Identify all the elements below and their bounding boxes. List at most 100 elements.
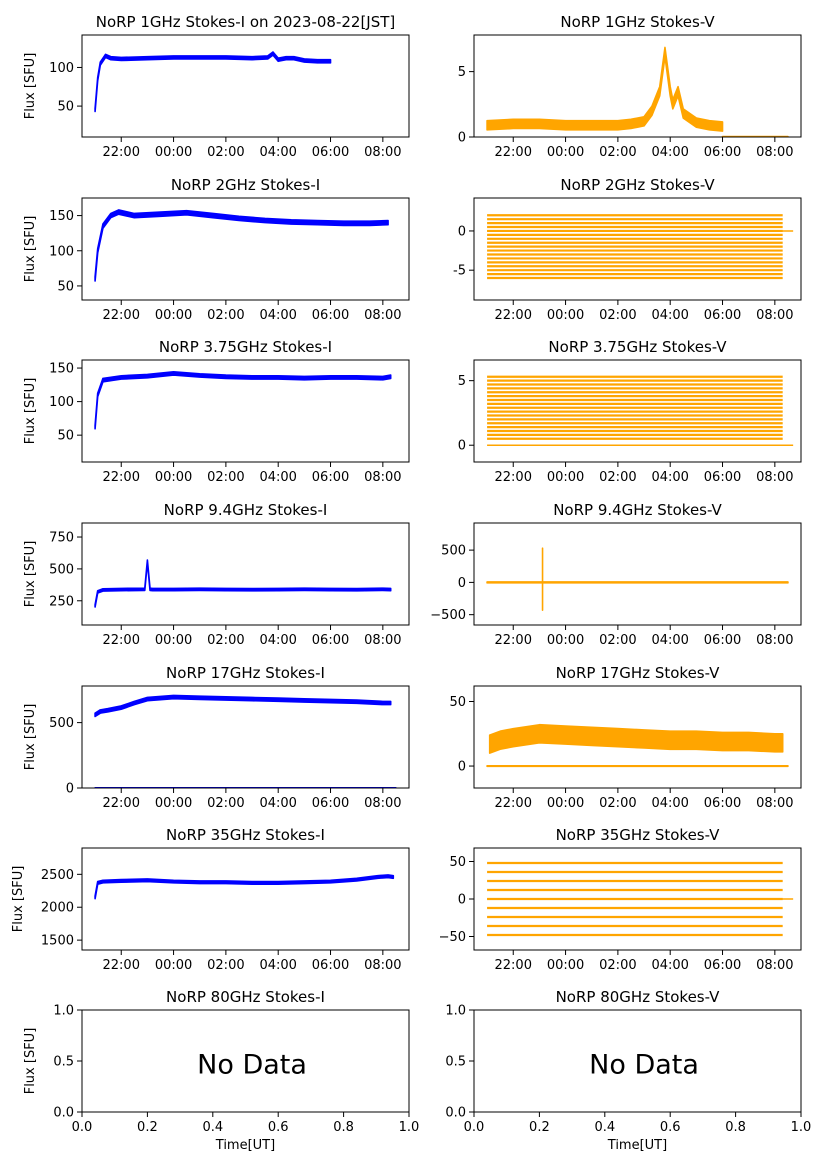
y-tick-label: 100 <box>49 395 74 410</box>
x-tick-label: 04:00 <box>651 470 688 485</box>
x-tick-label: 04:00 <box>651 958 688 973</box>
x-tick-label: 04:00 <box>259 470 296 485</box>
y-tick-label: 0.5 <box>445 1055 466 1070</box>
y-tick-label: −50 <box>439 930 466 945</box>
y-tick-label: 500 <box>49 716 74 731</box>
x-tick-label: 02:00 <box>207 308 244 323</box>
panel-p4: 22:00 00:00 02:00 04:00 06:00 08:00 50 100 150 No… <box>23 338 410 485</box>
x-tick-label: 00:00 <box>547 308 584 323</box>
series-p9-1 <box>486 764 789 768</box>
panel-p10: 22:00 00:00 02:00 04:00 06:00 08:00 1500 2000 25… <box>11 826 410 973</box>
y-tick-label: 0 <box>458 439 466 454</box>
x-tick-label: 08:00 <box>756 470 793 485</box>
y-tick-label: 250 <box>49 594 74 609</box>
y-tick-label: -5 <box>453 264 466 279</box>
x-tick-label: 08:00 <box>364 308 401 323</box>
x-tick-label: 02:00 <box>599 958 636 973</box>
x-tick-label: 04:00 <box>259 633 296 648</box>
y-tick-label: 500 <box>49 562 74 577</box>
panel-p7: 22:00 00:00 02:00 04:00 06:00 08:00 −500 0 500 No… <box>430 501 802 648</box>
x-tick-label: 00:00 <box>547 796 584 811</box>
x-tick-label: 22:00 <box>103 796 140 811</box>
series-p2-0 <box>94 209 389 282</box>
x-tick-label: 00:00 <box>155 308 192 323</box>
y-tick-label: 0.0 <box>445 1106 466 1121</box>
x-tick-label: 02:00 <box>599 308 636 323</box>
panel-p6: 22:00 00:00 02:00 04:00 06:00 08:00 250 500 750 N… <box>23 501 410 648</box>
y-axis-label: Flux [SFU] <box>23 216 38 283</box>
y-tick-label: 100 <box>49 61 74 76</box>
y-tick-label: 2000 <box>41 901 74 916</box>
y-tick-label: 1.0 <box>445 1004 466 1019</box>
x-tick-label: 06:00 <box>704 796 741 811</box>
x-tick-label: 08:00 <box>756 796 793 811</box>
no-data-text: No Data <box>589 1050 699 1081</box>
y-axis-label: Flux [SFU] <box>23 704 38 771</box>
x-tick-label: 00:00 <box>155 958 192 973</box>
data-p10 <box>94 874 395 900</box>
data-p11 <box>487 861 794 937</box>
panel-title: NoRP 9.4GHz Stokes-V <box>553 501 722 519</box>
x-tick-label: 00:00 <box>155 470 192 485</box>
x-tick-label: 04:00 <box>259 308 296 323</box>
y-tick-label: 50 <box>57 429 74 444</box>
x-tick-label: 00:00 <box>547 633 584 648</box>
x-tick-label: 22:00 <box>495 633 532 648</box>
x-tick-label: 0.8 <box>725 1120 746 1135</box>
data-p4 <box>94 370 392 430</box>
data-p7 <box>486 547 789 611</box>
panel-title: NoRP 1GHz Stokes-V <box>560 13 715 31</box>
y-tick-label: 50 <box>57 279 74 294</box>
panel-p5: 22:00 00:00 02:00 04:00 06:00 08:00 0 5 NoRP 3.7… <box>458 338 802 485</box>
x-tick-label: 02:00 <box>599 796 636 811</box>
x-tick-label: 04:00 <box>651 308 688 323</box>
panel-title: NoRP 2GHz Stokes-V <box>560 176 715 194</box>
axes-frame <box>473 34 802 138</box>
data-p2 <box>94 209 389 282</box>
data-p5 <box>487 375 794 446</box>
y-tick-label: 0 <box>458 760 466 775</box>
panel-p3: 22:00 00:00 02:00 04:00 06:00 08:00 -5 0 NoRP 2G… <box>453 176 802 323</box>
x-tick-label: 22:00 <box>495 145 532 160</box>
x-tick-label: 02:00 <box>207 145 244 160</box>
panel-title: NoRP 1GHz Stokes-I on 2023-08-22[JST] <box>96 13 396 31</box>
x-tick-label: 22:00 <box>495 796 532 811</box>
x-tick-label: 02:00 <box>207 470 244 485</box>
axes-frame <box>81 685 410 789</box>
panel-title: NoRP 80GHz Stokes-I <box>166 988 325 1006</box>
x-tick-label: 0.0 <box>464 1120 485 1135</box>
x-tick-label: 04:00 <box>651 796 688 811</box>
panel-title: NoRP 35GHz Stokes-V <box>556 826 721 844</box>
x-tick-label: 00:00 <box>155 145 192 160</box>
panel-title: NoRP 35GHz Stokes-I <box>166 826 325 844</box>
data-p9 <box>486 723 789 768</box>
x-tick-label: 04:00 <box>651 145 688 160</box>
no-data-text: No Data <box>197 1050 307 1081</box>
series-p10-0 <box>94 874 395 900</box>
x-tick-label: 00:00 <box>155 633 192 648</box>
y-axis-label: Flux [SFU] <box>23 378 38 445</box>
x-tick-label: 06:00 <box>312 145 349 160</box>
x-tick-label: 08:00 <box>364 145 401 160</box>
x-tick-label: 1.0 <box>791 1120 812 1135</box>
x-tick-label: 08:00 <box>756 308 793 323</box>
x-tick-label: 02:00 <box>599 470 636 485</box>
panel-p1: 22:00 00:00 02:00 04:00 06:00 08:00 0 5 NoRP 1GH… <box>458 13 802 160</box>
x-tick-label: 06:00 <box>704 958 741 973</box>
series-p9-0 <box>488 723 784 754</box>
x-tick-label: 0.0 <box>72 1120 93 1135</box>
x-tick-label: 02:00 <box>207 633 244 648</box>
x-tick-label: 0.2 <box>529 1120 550 1135</box>
x-axis-label: Time[UT] <box>215 1138 275 1153</box>
axes-frame <box>81 522 410 626</box>
x-tick-label: 22:00 <box>495 958 532 973</box>
x-tick-label: 02:00 <box>207 958 244 973</box>
panel-title: NoRP 17GHz Stokes-V <box>556 664 721 682</box>
x-axis-label: Time[UT] <box>607 1138 667 1153</box>
series-p1-0 <box>486 46 724 132</box>
x-tick-label: 0.6 <box>268 1120 289 1135</box>
panel-title: NoRP 2GHz Stokes-I <box>171 176 320 194</box>
x-tick-label: 22:00 <box>495 470 532 485</box>
x-tick-label: 06:00 <box>312 796 349 811</box>
